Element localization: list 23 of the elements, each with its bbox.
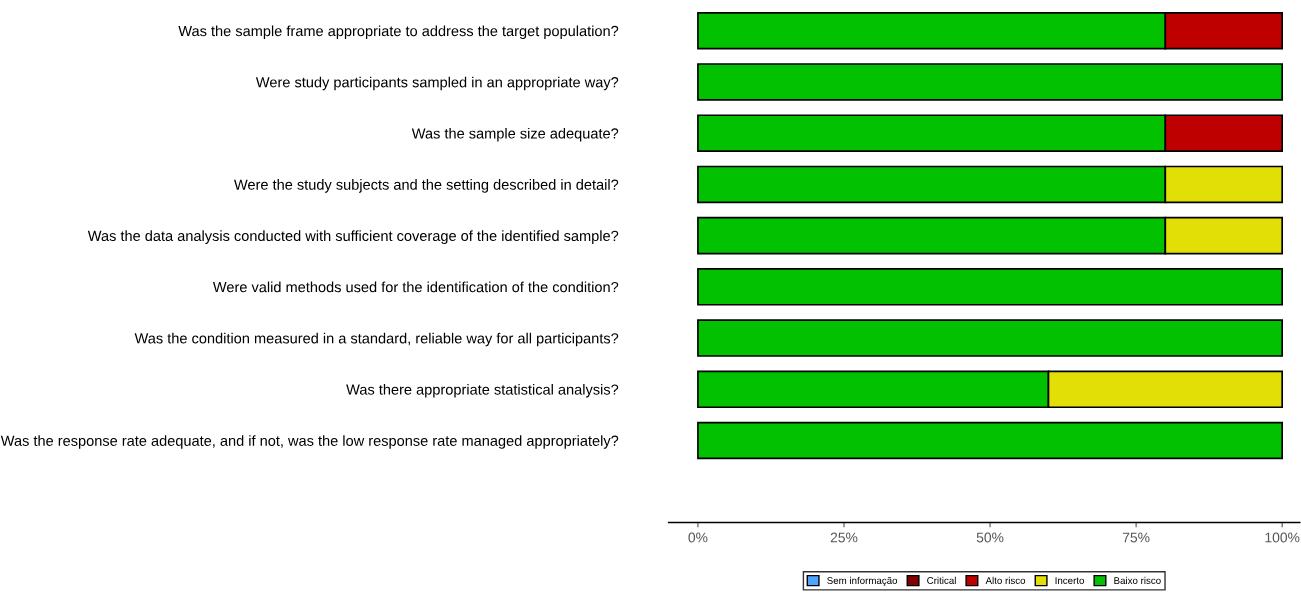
y-tick-label: Were valid methods used for the identification of the condition? [212,281,619,293]
legend-label: Alto risco [985,576,1026,584]
bar [697,319,1284,357]
legend-label: Sem informação [827,576,898,586]
x-tick-label: 25% [830,532,858,543]
x-tick-label: 75% [1122,532,1150,543]
legend-label: Incerto [1055,577,1085,584]
y-tick-label: Was there appropriate statistical analysis? [346,384,619,398]
y-tick-label: Were the study subjects and the setting described in detail? [234,179,619,193]
bar [697,421,1284,460]
y-tick-label: Were study participants sampled in an appropriate way? [255,76,619,91]
legend-label: Critical [927,576,956,584]
y-tick-label: Was the response rate adequate, and if not, was the low response rate managed appropriately? [0,435,619,449]
bar [697,63,1284,101]
y-tick-label: Was the sample frame appropriate to address the target population? [178,25,619,40]
y-tick-label: Was the condition measured in a standard, reliable way for all participants? [134,332,619,347]
legend-label: Baixo risco [1114,576,1161,584]
x-tick-label: 50% [976,532,1004,543]
x-tick-label: 0% [688,532,708,543]
y-tick-label: Was the sample size adequate? [411,127,619,142]
y-tick-label: Was the data analysis conducted with sufficient coverage of the identified sample? [87,230,619,244]
bar [697,268,1284,306]
x-tick-label: 100% [1265,532,1300,543]
